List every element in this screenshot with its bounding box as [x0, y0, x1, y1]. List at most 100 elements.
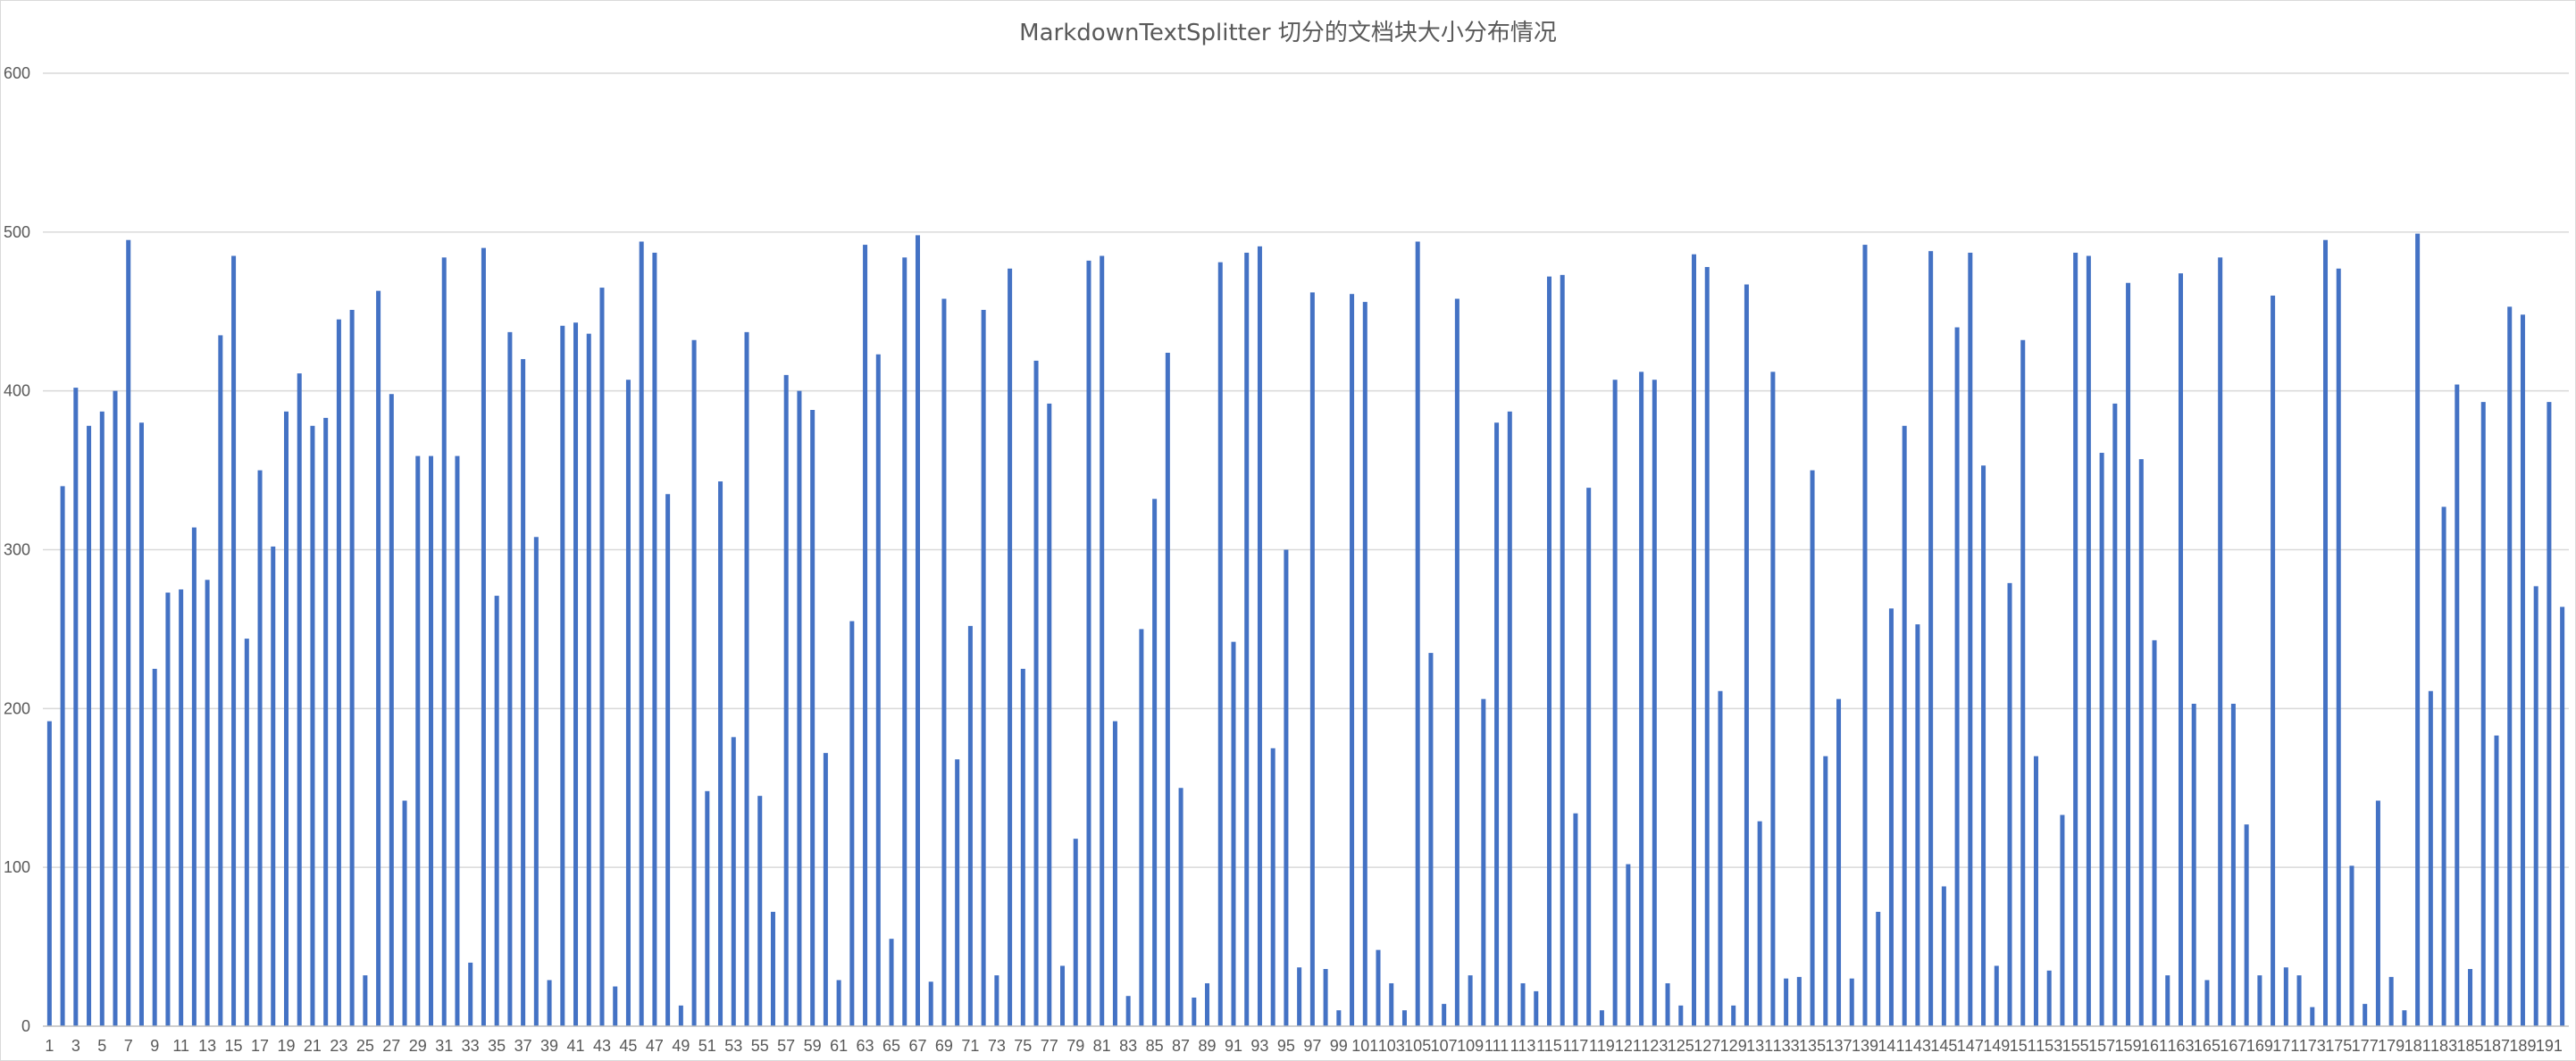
bar	[836, 980, 841, 1026]
bar	[573, 322, 579, 1026]
bar	[2560, 606, 2565, 1026]
bar	[1704, 266, 1710, 1026]
x-tick-label: 47	[646, 1037, 664, 1055]
x-tick-label: 61	[830, 1037, 848, 1055]
x-tick-label: 11	[172, 1037, 189, 1055]
bar	[915, 235, 920, 1026]
x-tick-label: 81	[1093, 1037, 1111, 1055]
bar	[744, 331, 749, 1026]
bar	[1784, 978, 1789, 1026]
y-tick-label: 200	[4, 699, 30, 717]
x-tick-label: 187	[2483, 1037, 2510, 1055]
x-tick-label: 19	[277, 1037, 295, 1055]
x-tick-label: 107	[1431, 1037, 1458, 1055]
bar	[1244, 252, 1250, 1026]
x-tick-label: 147	[1957, 1037, 1984, 1055]
x-tick-label: 41	[567, 1037, 585, 1055]
bar	[1442, 1004, 1447, 1026]
y-axis: 0 100 200 300 400 500 600	[4, 64, 30, 1035]
x-tick-label: 91	[1225, 1037, 1242, 1055]
x-tick-label: 131	[1746, 1037, 1773, 1055]
bar	[2060, 815, 2065, 1026]
x-tick-label: 79	[1066, 1037, 1084, 1055]
bar	[468, 962, 473, 1026]
x-tick-label: 69	[935, 1037, 953, 1055]
bar	[1257, 246, 1262, 1026]
x-tick-label: 63	[857, 1037, 874, 1055]
x-tick-label: 181	[2405, 1037, 2431, 1055]
bar	[2086, 255, 2091, 1027]
bar	[731, 737, 736, 1026]
x-tick-label: 67	[908, 1037, 926, 1055]
x-tick-label: 141	[1878, 1037, 1904, 1055]
y-tick-label: 500	[4, 223, 30, 241]
x-tick-label: 7	[124, 1037, 133, 1055]
bar	[1876, 911, 1881, 1026]
x-tick-label: 71	[961, 1037, 979, 1055]
bar	[533, 537, 539, 1026]
bar	[1073, 839, 1078, 1026]
bar	[770, 911, 775, 1026]
bar	[1770, 372, 1776, 1026]
bar	[1586, 488, 1592, 1026]
bar	[2218, 257, 2223, 1027]
x-tick-label: 117	[1563, 1037, 1589, 1055]
bar	[2455, 384, 2460, 1026]
bar	[625, 380, 631, 1026]
x-tick-label: 15	[225, 1037, 243, 1055]
bar	[415, 455, 421, 1026]
x-tick-label: 121	[1615, 1037, 1642, 1055]
bar	[955, 759, 960, 1026]
bar	[810, 410, 815, 1026]
x-tick-label: 75	[1014, 1037, 1032, 1055]
bar	[1665, 982, 1670, 1026]
x-tick-label: 125	[1668, 1037, 1694, 1055]
bar	[2363, 1004, 2368, 1026]
bar	[2126, 282, 2131, 1026]
bar	[1020, 668, 1025, 1026]
bar	[1560, 274, 1565, 1026]
bar	[2165, 975, 2170, 1026]
bar	[1626, 864, 1631, 1026]
x-tick-label: 191	[2536, 1037, 2563, 1055]
x-tick-label: 87	[1172, 1037, 1190, 1055]
x-tick-label: 173	[2299, 1037, 2326, 1055]
y-tick-label: 300	[4, 541, 30, 559]
bar	[1323, 968, 1328, 1026]
bar	[718, 481, 723, 1026]
x-tick-label: 27	[382, 1037, 400, 1055]
x-tick-label: 145	[1930, 1037, 1957, 1055]
bar	[1849, 978, 1854, 1026]
x-tick-label: 169	[2246, 1037, 2273, 1055]
bar	[1231, 641, 1236, 1026]
bar	[323, 417, 329, 1027]
x-tick-label: 23	[330, 1037, 347, 1055]
bar	[678, 1005, 683, 1026]
bar	[1639, 372, 1644, 1026]
bar	[2099, 453, 2104, 1026]
y-tick-label: 600	[4, 64, 30, 82]
bar	[1757, 821, 1762, 1026]
bar	[2520, 314, 2525, 1027]
x-tick-label: 175	[2325, 1037, 2352, 1055]
x-tick-label: 93	[1250, 1037, 1268, 1055]
x-axis-labels: 1 3 5 7 9 11 13 15 17 19 21 23 25 27 29 31 33 35 37 39 41 43 4…	[45, 1037, 2563, 1055]
bar	[994, 975, 999, 1026]
x-tick-label: 17	[251, 1037, 269, 1055]
x-tick-label: 53	[724, 1037, 742, 1055]
x-tick-label: 157	[2088, 1037, 2115, 1055]
x-tick-label: 31	[435, 1037, 453, 1055]
bar	[2547, 402, 2552, 1026]
x-tick-label: 49	[672, 1037, 690, 1055]
bar	[1125, 996, 1131, 1026]
x-tick-label: 77	[1041, 1037, 1058, 1055]
x-tick-label: 29	[409, 1037, 427, 1055]
bar	[1192, 997, 1197, 1026]
x-tick-label: 183	[2430, 1037, 2457, 1055]
bar	[1217, 262, 1223, 1026]
x-tick-label: 163	[2167, 1037, 2194, 1055]
bar	[1494, 422, 1500, 1026]
bar	[2533, 586, 2538, 1026]
bar	[2178, 273, 2183, 1026]
bar	[2204, 980, 2210, 1026]
